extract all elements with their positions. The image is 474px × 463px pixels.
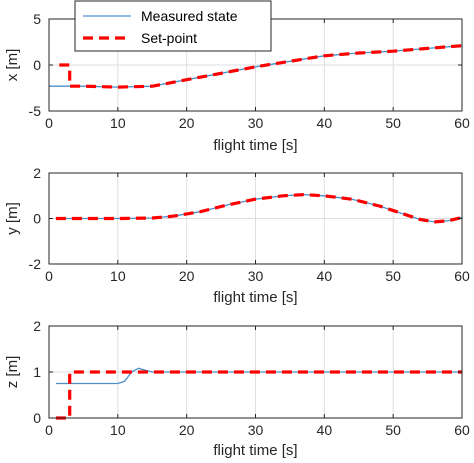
x-tick-label: 30 xyxy=(248,422,264,438)
subplot-3: 0 10 20 30 40 50 60 0 1 2 flight time [s] z [m] xyxy=(4,318,470,459)
x-tick-label: 20 xyxy=(179,422,195,438)
x-tick-label: 50 xyxy=(385,115,401,131)
y-axis-label: y [m] xyxy=(4,202,21,235)
x-tick-label: 20 xyxy=(179,268,195,284)
y-tick-label: 0 xyxy=(33,410,41,426)
x-tick-label: 60 xyxy=(454,422,470,438)
x-tick-label: 10 xyxy=(110,115,126,131)
y-tick-label: -5 xyxy=(29,103,42,119)
y-axis-label: z [m] xyxy=(4,356,21,389)
x-tick-label: 40 xyxy=(317,268,333,284)
x-tick-label: 0 xyxy=(45,268,53,284)
x-tick-label: 10 xyxy=(110,268,126,284)
x-tick-label: 20 xyxy=(179,115,195,131)
x-tick-label: 40 xyxy=(317,115,333,131)
y-tick-label: 0 xyxy=(33,211,41,227)
y-tick-label: 1 xyxy=(33,364,41,380)
setpoint-line xyxy=(55,370,462,420)
legend-entry-label: Measured state xyxy=(141,8,238,24)
legend-box xyxy=(74,0,272,52)
x-tick-label: 50 xyxy=(385,268,401,284)
x-tick-label: 0 xyxy=(45,115,53,131)
x-axis-label: flight time [s] xyxy=(213,442,297,459)
x-tick-label: 10 xyxy=(110,422,126,438)
y-axis-label: x [m] xyxy=(4,49,21,82)
x-tick-label: 0 xyxy=(45,422,53,438)
legend-entry-label: Set-point xyxy=(141,30,197,46)
x-axis-label: flight time [s] xyxy=(213,289,297,306)
x-tick-label: 60 xyxy=(454,268,470,284)
y-tick-label: 2 xyxy=(33,165,41,181)
measured-state-line xyxy=(55,367,462,385)
y-tick-label: 2 xyxy=(33,318,41,334)
setpoint-line xyxy=(59,44,463,89)
y-tick-label: 5 xyxy=(33,11,41,27)
x-tick-label: 30 xyxy=(248,268,264,284)
x-tick-label: 40 xyxy=(317,422,333,438)
x-tick-label: 60 xyxy=(454,115,470,131)
y-tick-label: 0 xyxy=(33,57,41,73)
x-axis-label: flight time [s] xyxy=(213,137,297,154)
legend: Measured state Set-point xyxy=(74,0,272,52)
setpoint-line xyxy=(55,193,463,224)
x-tick-label: 30 xyxy=(248,115,264,131)
y-tick-label: -2 xyxy=(29,256,42,272)
x-tick-label: 50 xyxy=(385,422,401,438)
